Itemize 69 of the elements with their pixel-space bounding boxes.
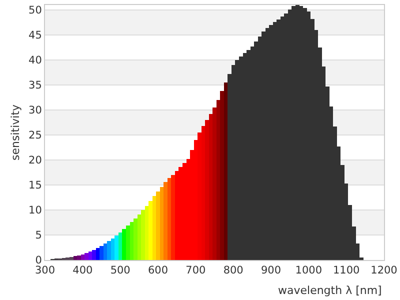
bar [88,252,92,260]
x-tick-label: 300 [34,264,56,277]
bar [220,91,224,260]
bar [77,256,81,260]
x-tick-label: 900 [260,264,282,277]
bar [148,201,152,260]
bar [216,100,220,260]
x-tick-label: 1000 [295,264,322,277]
y-tick-label: 10 [28,204,42,217]
bar [137,214,142,260]
y-tick-label: 50 [28,4,42,17]
bar [224,82,228,260]
y-tick-label: 0 [35,254,42,267]
bar [130,222,134,260]
bar [122,229,126,260]
y-tick-label: 35 [28,80,42,92]
bar [164,182,168,260]
bar [100,246,104,260]
x-tick-label: 700 [186,264,206,277]
bar [96,248,100,260]
y-tick-label: 15 [28,180,42,192]
bar [107,241,111,260]
x-axis-title: wavelength λ [nm] [278,284,382,297]
y-tick-label: 5 [35,230,42,242]
bar [134,218,138,260]
bar [306,12,311,260]
y-tick-label: 20 [28,154,42,167]
bar [212,108,216,260]
bar [167,178,172,260]
x-tick-label: 1200 [370,264,398,277]
bar [141,210,145,260]
bar [73,256,78,260]
bar [152,196,156,260]
y-tick-label: 45 [28,30,42,42]
bar [160,187,164,260]
y-tick-label: 25 [28,130,42,142]
bar [118,232,122,260]
bar [295,5,300,260]
y-axis-title: sensitivity [9,104,22,161]
y-tick-label: 30 [28,104,42,117]
bar [205,120,209,260]
bar [69,257,74,260]
bar [265,28,270,260]
x-tick-label: 400 [72,264,93,277]
bar [114,236,118,260]
bar [174,171,179,260]
bar [299,6,304,260]
bar [103,244,108,260]
bar [272,22,277,260]
bar [144,206,149,260]
bar [288,10,292,260]
bar [126,226,130,260]
bar [92,250,96,260]
bar [110,238,115,260]
x-tick-label: 800 [223,264,244,277]
x-tick-label: 500 [110,264,130,277]
bar [201,126,206,260]
y-tick-label: 40 [28,54,42,67]
bar [208,114,213,260]
bar [171,175,175,260]
bar [182,163,186,260]
x-tick-label: 1100 [332,264,360,277]
x-tick-label: 600 [148,264,168,277]
bar [280,16,284,260]
bar [156,192,160,260]
bar [80,254,85,260]
bar [242,53,247,260]
bar [238,56,243,260]
bar [84,253,88,260]
